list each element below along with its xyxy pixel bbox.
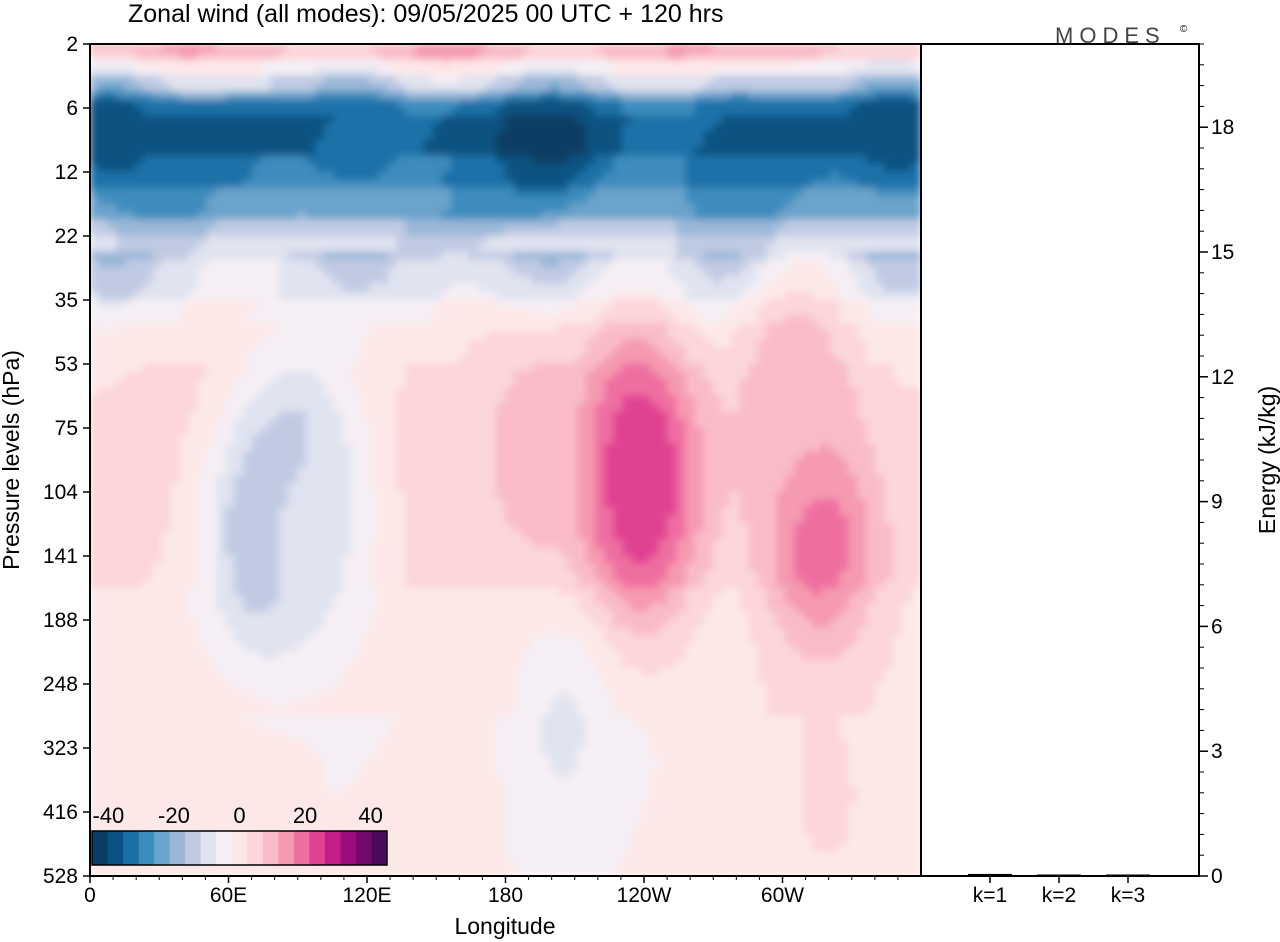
y-tick-label: 75	[55, 417, 78, 440]
brand-mark: ©	[1180, 24, 1188, 35]
energy-tick-label: 15	[1211, 241, 1234, 264]
energy-tick-label: 18	[1211, 116, 1234, 139]
colorbar-tick-label: -40	[92, 803, 124, 828]
y-tick-label: 22	[55, 225, 78, 248]
energy-tick-label: 3	[1211, 740, 1223, 763]
energy-category-label: k=1	[973, 884, 1007, 907]
colorbar-swatch	[123, 831, 139, 865]
energy-category-label: k=3	[1111, 884, 1145, 907]
zonal-wind-heatmap	[90, 44, 921, 876]
x-tick-label: 0	[84, 884, 96, 907]
y-tick-label: 416	[43, 801, 78, 824]
colorbar-swatch	[324, 831, 341, 865]
energy-bar-panel: k=1 k=2 k=3	[968, 873, 1150, 907]
y-tick-label: 6	[66, 97, 78, 120]
colorbar-swatch	[216, 831, 233, 865]
y-tick-label: 141	[43, 545, 78, 568]
energy-tick-label: 9	[1211, 491, 1223, 514]
energy-axis: 0 3 6 9 12 15 18	[1199, 43, 1234, 888]
colorbar-tick-label: 0	[233, 803, 245, 828]
colorbar-swatch	[169, 831, 186, 865]
colorbar-swatch	[138, 831, 155, 865]
y-tick-label: 35	[55, 289, 78, 312]
x-tick-label: 60E	[210, 884, 247, 907]
energy-category-label: k=2	[1042, 884, 1076, 907]
y-tick-label: 12	[55, 161, 78, 184]
y-axis: 2 6 12 22 35 53 75 104 141 188 248 323 416 528	[43, 33, 90, 888]
colorbar-swatch	[309, 831, 326, 865]
x-axis: 0 60E 120E 180 120W 60W	[84, 876, 899, 907]
y-tick-label: 104	[43, 481, 78, 504]
x-tick-label: 180	[488, 884, 523, 907]
colorbar-tick-label: -20	[158, 803, 190, 828]
colorbar-swatch	[247, 831, 264, 865]
colorbar-swatch	[278, 831, 295, 865]
y-tick-label: 528	[43, 865, 78, 888]
colorbar-swatch	[154, 831, 171, 865]
y-tick-label: 323	[43, 737, 78, 760]
colorbar-swatch	[200, 831, 217, 865]
y-axis-label: Pressure levels (hPa)	[0, 350, 24, 570]
x-axis-label: Longitude	[454, 913, 555, 939]
energy-axis-label: Energy (kJ/kg)	[1254, 386, 1280, 534]
y-tick-label: 53	[55, 353, 78, 376]
colorbar-frame	[91, 830, 388, 866]
energy-tick-label: 0	[1211, 865, 1223, 888]
colorbar-swatch	[355, 831, 372, 865]
colorbar-swatch	[262, 831, 279, 865]
energy-tick-label: 6	[1211, 615, 1223, 638]
colorbar-swatch	[92, 831, 108, 865]
energy-tick-label: 12	[1211, 366, 1234, 389]
colorbar-swatch	[185, 831, 202, 865]
y-tick-label: 2	[66, 33, 78, 56]
colorbar-swatch	[293, 831, 310, 865]
y-tick-label: 248	[43, 673, 78, 696]
y-tick-label: 188	[43, 609, 78, 632]
x-tick-label: 60W	[761, 884, 804, 907]
x-tick-label: 120E	[342, 884, 391, 907]
colorbar-tick-label: 40	[358, 803, 382, 828]
heatmap-field	[90, 44, 921, 876]
chart-title: Zonal wind (all modes): 09/05/2025 00 UT…	[128, 0, 723, 28]
colorbar-swatch	[107, 831, 124, 865]
colorbar-swatch	[231, 831, 248, 865]
energy-bar	[968, 873, 1012, 876]
colorbar-legend: -40 -20 0 20 40	[91, 803, 388, 866]
x-tick-label: 120W	[617, 884, 672, 907]
energy-panel-frame	[920, 43, 1200, 877]
colorbar-swatch	[340, 831, 357, 865]
colorbar-tick-label: 20	[293, 803, 317, 828]
colorbar-swatch	[371, 831, 388, 865]
